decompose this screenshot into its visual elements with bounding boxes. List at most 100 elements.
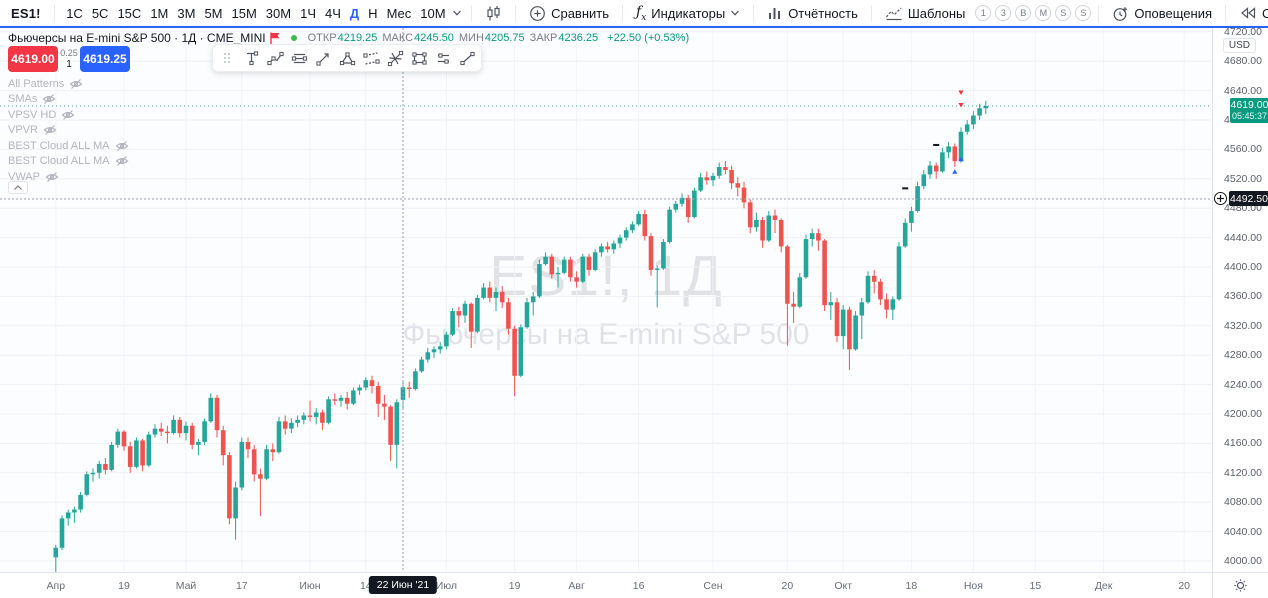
time-tick: 14	[359, 580, 372, 592]
time-axis[interactable]: 22 Июн '21 Апр 19 Май 17 Июн 14 Июл 19 Авг 16 Сен 2…	[0, 572, 1268, 598]
layout-chip-3[interactable]: 3	[995, 5, 1012, 21]
indicator-row[interactable]: All Patterns	[8, 76, 129, 92]
layout-chip-B[interactable]: B	[1015, 5, 1032, 21]
replay-button[interactable]: Симулятор рынка	[1233, 2, 1268, 24]
price-tick: 4560.00	[1224, 143, 1262, 156]
ohlc-values: ОТКР 4219.25 МАКС 4245.50 МИН 4205.75 ЗАКР 4236…	[303, 32, 599, 44]
timeframe-1М[interactable]: 1М	[150, 5, 169, 21]
time-tick: Окт	[834, 580, 853, 592]
toolbar-divider	[1098, 4, 1100, 22]
timeframe-15М[interactable]: 15М	[231, 5, 257, 21]
countdown-timer: 05:45:37	[1231, 111, 1268, 122]
compare-button[interactable]: Сравнить	[523, 2, 615, 24]
collapse-legend-button[interactable]	[8, 181, 28, 194]
time-tick: Дек	[1094, 580, 1113, 592]
indicators-label: Индикаторы	[651, 5, 726, 21]
quantity-value[interactable]: 1	[66, 58, 72, 70]
templates-label: Шаблоны	[907, 5, 966, 21]
alerts-button[interactable]: Оповещения	[1106, 2, 1218, 24]
gear-icon[interactable]	[1233, 578, 1248, 593]
layout-chip-S[interactable]: S	[1055, 5, 1072, 21]
timeframe-Мес[interactable]: Мес	[386, 5, 412, 21]
eye-off-icon[interactable]	[61, 109, 75, 121]
indicator-row[interactable]: BEST Cloud ALL MA	[8, 154, 129, 170]
eye-off-icon[interactable]	[43, 124, 57, 136]
timeframe-1Ч[interactable]: 1Ч	[300, 5, 316, 21]
tool-triangle-icon[interactable]	[335, 46, 359, 70]
chevron-down-icon	[730, 9, 740, 17]
fx-icon: ƒx	[636, 3, 647, 23]
timeframe-Н[interactable]: Н	[368, 5, 378, 21]
tool-disjoint-channel-icon[interactable]	[359, 46, 383, 70]
time-tick: Авг	[568, 580, 585, 592]
indicator-name: BEST Cloud ALL MA	[8, 155, 110, 168]
time-tick: Май	[175, 580, 197, 592]
tool-parallel-lines-icon[interactable]	[287, 46, 311, 70]
layout-chip-1[interactable]: 1	[975, 5, 992, 21]
ohlc-pair: МАКС 4245.50	[382, 32, 454, 44]
tool-polyline-icon[interactable]	[263, 46, 287, 70]
indicator-row[interactable]: BEST Cloud ALL MA	[8, 138, 129, 154]
currency-chip[interactable]: USD	[1222, 38, 1256, 53]
crosshair-date-badge: 22 Июн '21	[368, 576, 438, 594]
templates-button[interactable]: Шаблоны	[879, 2, 972, 24]
price-tick: 4520.00	[1224, 172, 1262, 185]
indicator-row[interactable]: VPVR	[8, 123, 129, 139]
indicator-row[interactable]: VPSV HD	[8, 107, 129, 123]
symbol-button[interactable]: ES1!	[11, 5, 41, 21]
indicator-name: All Patterns	[8, 77, 65, 90]
timeframe-3М[interactable]: 3М	[177, 5, 196, 21]
layout-chip-M[interactable]: M	[1035, 5, 1052, 21]
indicator-row[interactable]: SMAs	[8, 92, 129, 108]
time-tick: 20	[1178, 580, 1191, 592]
tool-flat-channel-icon[interactable]	[431, 46, 455, 70]
timeframe-1С[interactable]: 1С	[66, 5, 83, 21]
timeframe-10М[interactable]: 10М	[420, 5, 446, 21]
indicators-button[interactable]: ƒx Индикаторы	[630, 2, 746, 24]
axis-corner	[1212, 572, 1268, 598]
eye-off-icon[interactable]	[115, 140, 129, 152]
candlestick-chart	[0, 28, 1212, 572]
chart-pane[interactable]: ES1!, 1Д Фьючерсы на E-mini S&P 500 Фьюч…	[0, 28, 1212, 572]
add-alert-plus-icon[interactable]	[1214, 192, 1227, 205]
tool-pitchfork-icon[interactable]	[383, 46, 407, 70]
indicator-name: VPSV HD	[8, 108, 57, 121]
spread-value: 0.25	[60, 47, 78, 58]
buy-button[interactable]: 4619.25	[80, 46, 130, 72]
chevron-down-icon[interactable]	[452, 9, 462, 17]
trade-panel: 4619.00 0.25 1 4619.25	[8, 46, 130, 72]
report-button[interactable]: Отчётность	[761, 2, 864, 24]
layout-chip-S[interactable]: S	[1075, 5, 1092, 21]
price-tick: 4640.00	[1224, 84, 1262, 97]
timeframe-30М[interactable]: 30М	[265, 5, 292, 21]
spread-quantity: 0.25 1	[58, 46, 80, 72]
sell-button[interactable]: 4619.00	[8, 46, 58, 72]
eye-off-icon[interactable]	[45, 171, 59, 183]
tool-trend-arrow-icon[interactable]	[311, 46, 335, 70]
timeframe-15С[interactable]: 15С	[117, 5, 142, 21]
ohlc-pair: ЗАКР 4236.25	[530, 32, 599, 44]
timeframe-5М[interactable]: 5М	[204, 5, 223, 21]
toolbar-divider	[753, 4, 755, 22]
legend-title[interactable]: Фьючерсы на E-mini S&P 500 · 1Д · CME_MI…	[8, 31, 266, 45]
flag-icon[interactable]	[269, 32, 281, 45]
tool-measure-icon[interactable]	[239, 46, 263, 70]
indicator-row[interactable]: VWAP	[8, 169, 129, 185]
tool-trend-line-icon[interactable]	[455, 46, 479, 70]
price-tick: 4200.00	[1224, 407, 1262, 420]
drag-handle-icon[interactable]	[215, 46, 239, 70]
price-tick: 4320.00	[1224, 319, 1262, 332]
price-axis[interactable]: USD 4619.00 05:45:37 4492.50 4000.00 4040…	[1212, 28, 1268, 572]
timeframe-5С[interactable]: 5С	[91, 5, 109, 21]
eye-off-icon[interactable]	[115, 155, 129, 167]
eye-off-icon[interactable]	[42, 93, 56, 105]
eye-off-icon[interactable]	[69, 78, 83, 90]
rewind-icon	[1239, 6, 1257, 20]
alarm-clock-icon	[1112, 5, 1129, 22]
tool-rectangle-icon[interactable]	[407, 46, 431, 70]
timeframe-Д[interactable]: Д	[349, 5, 360, 21]
timeframe-4Ч[interactable]: 4Ч	[325, 5, 341, 21]
chart-type-candles-icon[interactable]	[479, 2, 508, 24]
